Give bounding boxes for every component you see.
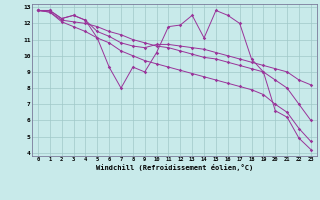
X-axis label: Windchill (Refroidissement éolien,°C): Windchill (Refroidissement éolien,°C)	[96, 164, 253, 171]
